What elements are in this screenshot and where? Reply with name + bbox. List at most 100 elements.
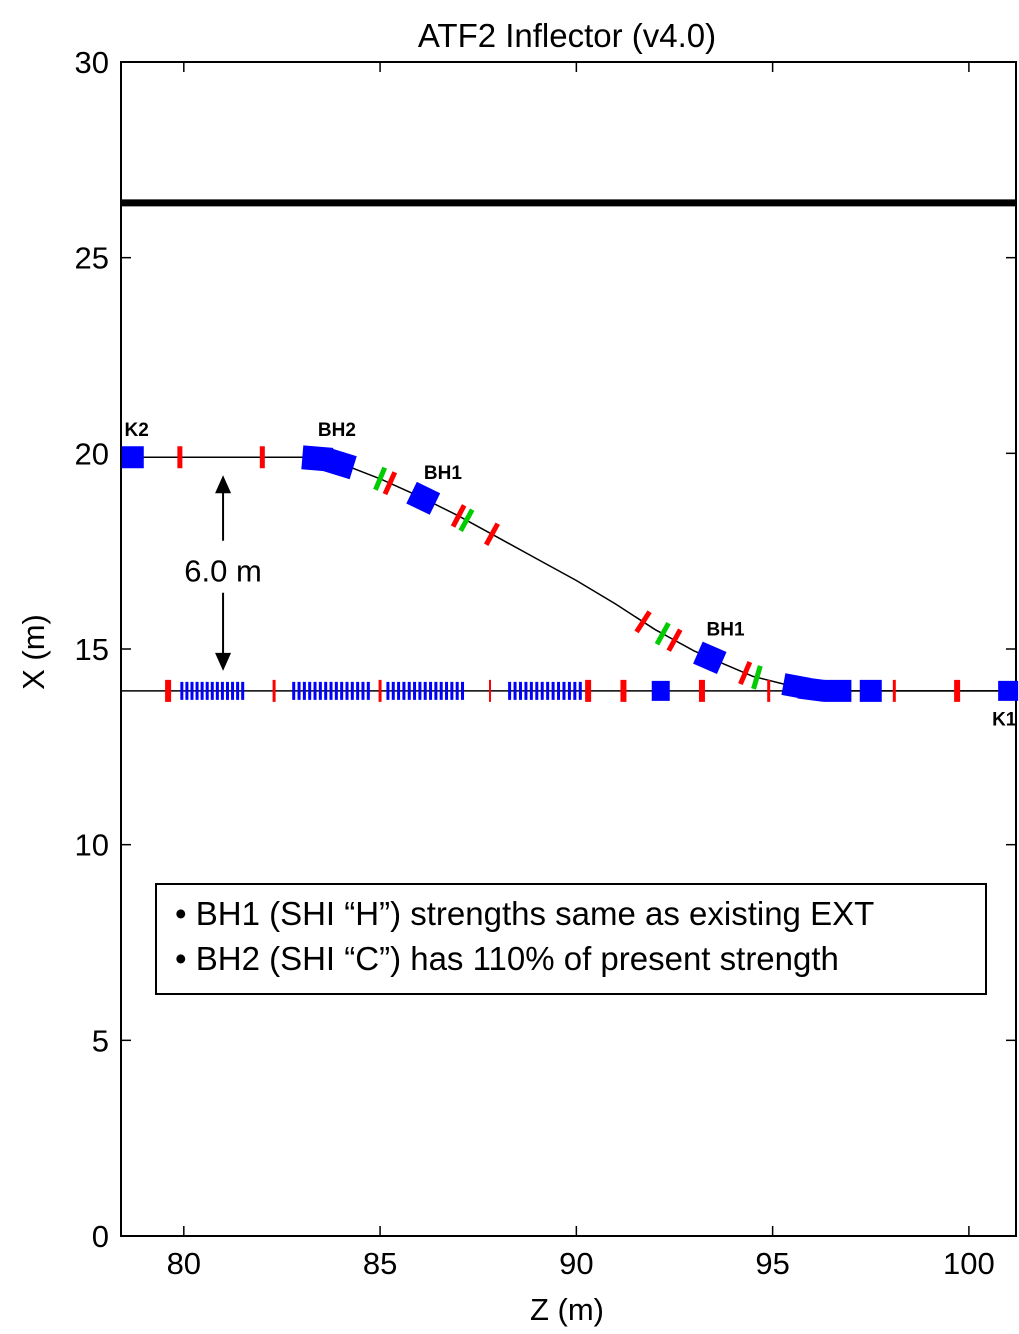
quad-magnet bbox=[620, 679, 627, 702]
stripe-magnet bbox=[180, 681, 184, 700]
y-tick-label: 25 bbox=[75, 241, 109, 276]
stripe-magnet bbox=[535, 681, 539, 700]
arrow-head-down bbox=[215, 652, 232, 671]
stripe-magnet bbox=[524, 681, 528, 700]
dipole-magnet bbox=[651, 680, 670, 701]
quad-magnet bbox=[585, 679, 592, 702]
kicker-k2-magnet bbox=[121, 446, 144, 469]
quad-magnet bbox=[954, 679, 961, 702]
quad-magnet bbox=[378, 679, 382, 702]
stripe-magnet bbox=[329, 681, 333, 700]
stripe-magnet bbox=[340, 681, 344, 700]
element-label: BH1 bbox=[424, 463, 462, 484]
stripe-magnet bbox=[455, 681, 459, 700]
stripe-magnet bbox=[397, 681, 401, 700]
note-line-bh2: • BH2 (SHI “C”) has 110% of present stre… bbox=[175, 940, 839, 977]
quad-magnet bbox=[165, 679, 172, 702]
stripe-magnet bbox=[231, 681, 235, 700]
stripe-magnet bbox=[190, 681, 194, 700]
stripe-magnet bbox=[402, 681, 406, 700]
quad-magnet bbox=[450, 504, 467, 528]
stripe-magnet bbox=[434, 681, 438, 700]
quad-magnet bbox=[634, 610, 652, 634]
stripe-magnet bbox=[423, 681, 427, 700]
stripe-magnet bbox=[518, 681, 522, 700]
x-tick-label: 80 bbox=[167, 1246, 201, 1281]
notes-box: • BH1 (SHI “H”) strengths same as existi… bbox=[155, 883, 987, 995]
plot-frame bbox=[120, 61, 1017, 1237]
kicker-k1-magnet bbox=[998, 680, 1019, 701]
stripe-magnet bbox=[356, 681, 360, 700]
stripe-magnet bbox=[529, 681, 533, 700]
quad-magnet bbox=[382, 471, 398, 496]
stripe-magnet bbox=[308, 681, 312, 700]
distance-annotation: 6.0 m bbox=[184, 554, 262, 589]
stripe-magnet bbox=[302, 681, 306, 700]
sextupole-magnet bbox=[373, 466, 388, 491]
stripe-magnet bbox=[508, 681, 512, 700]
stripe-magnet bbox=[418, 681, 422, 700]
y-tick-label: 20 bbox=[75, 436, 109, 471]
x-tick-label: 85 bbox=[363, 1246, 397, 1281]
x-tick-label: 100 bbox=[943, 1246, 995, 1281]
x-tick-label: 90 bbox=[559, 1246, 593, 1281]
stripe-magnet bbox=[297, 681, 301, 700]
sextupole-magnet bbox=[751, 665, 763, 690]
stripe-magnet bbox=[236, 681, 240, 700]
quad-magnet bbox=[666, 628, 683, 652]
bh2-dipole bbox=[320, 447, 357, 480]
stripe-magnet bbox=[210, 681, 214, 700]
quad-magnet bbox=[698, 679, 705, 702]
stripe-magnet bbox=[391, 681, 395, 700]
stripe-magnet bbox=[324, 681, 328, 700]
stripe-magnet bbox=[551, 681, 555, 700]
bh1-dipole bbox=[693, 641, 727, 675]
quad-magnet bbox=[738, 661, 753, 686]
element-label: BH2 bbox=[318, 420, 356, 441]
sextupole-magnet bbox=[458, 508, 475, 532]
stripe-magnet bbox=[450, 681, 454, 700]
stripe-magnet bbox=[573, 681, 577, 700]
stripe-magnet bbox=[445, 681, 449, 700]
element-label: BH1 bbox=[707, 619, 745, 640]
bh1-dipole bbox=[406, 481, 441, 515]
stripe-magnet bbox=[540, 681, 544, 700]
stripe-magnet bbox=[195, 681, 199, 700]
quad-magnet bbox=[177, 446, 183, 469]
y-tick-label: 15 bbox=[75, 632, 109, 667]
y-tick-label: 10 bbox=[75, 828, 109, 863]
stripe-magnet bbox=[241, 681, 245, 700]
stripe-magnet bbox=[225, 681, 229, 700]
chart-title: ATF2 Inflector (v4.0) bbox=[418, 17, 716, 54]
dipole-magnet bbox=[859, 679, 882, 702]
stripe-magnet bbox=[345, 681, 349, 700]
stripe-magnet bbox=[361, 681, 365, 700]
stripe-magnet bbox=[366, 681, 370, 700]
stripe-magnet bbox=[429, 681, 433, 700]
stripe-magnet bbox=[205, 681, 209, 700]
arrow-head-up bbox=[215, 475, 232, 494]
stripe-magnet bbox=[386, 681, 390, 700]
quad-magnet bbox=[892, 679, 896, 702]
dipole-magnet bbox=[823, 679, 852, 702]
y-axis-label: X (m) bbox=[16, 614, 51, 690]
stripe-magnet bbox=[439, 681, 443, 700]
bh2-dipole bbox=[797, 676, 827, 702]
stripe-magnet bbox=[562, 681, 566, 700]
element-label: K2 bbox=[125, 420, 149, 441]
stripe-magnet bbox=[567, 681, 571, 700]
stripe-magnet bbox=[318, 681, 322, 700]
stripe-magnet bbox=[185, 681, 189, 700]
quad-magnet bbox=[483, 522, 500, 546]
stripe-magnet bbox=[215, 681, 219, 700]
note-line-bh1: • BH1 (SHI “H”) strengths same as existi… bbox=[175, 895, 875, 932]
stripe-magnet bbox=[350, 681, 354, 700]
quad-magnet bbox=[488, 679, 491, 702]
y-tick-label: 5 bbox=[92, 1023, 109, 1058]
stripe-magnet bbox=[413, 681, 417, 700]
stripe-magnet bbox=[578, 681, 582, 700]
stripe-magnet bbox=[292, 681, 296, 700]
y-tick-label: 0 bbox=[92, 1219, 109, 1254]
stripe-magnet bbox=[334, 681, 338, 700]
